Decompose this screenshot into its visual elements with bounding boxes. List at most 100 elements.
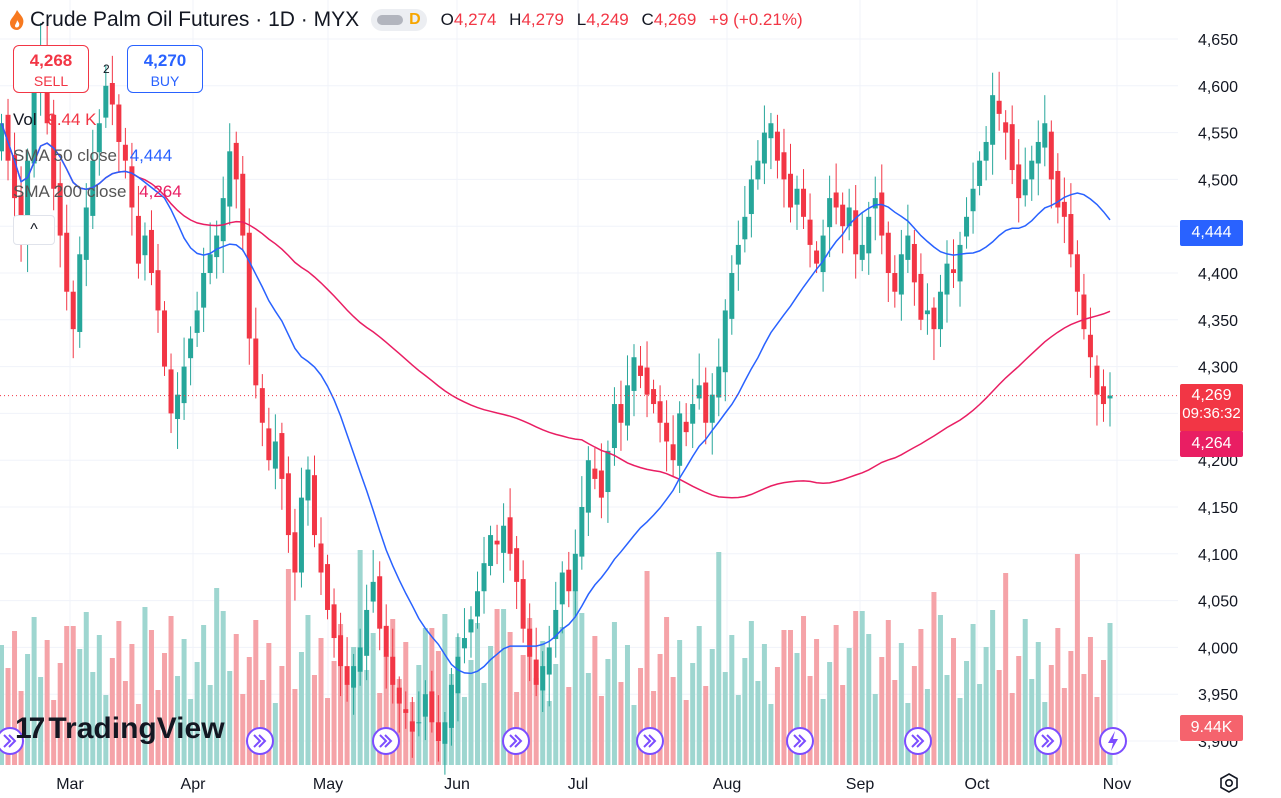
candle-body [631,357,637,391]
sma200-label: SMA 200 close [13,182,127,201]
volume-bar [657,654,663,765]
volume-bar [1016,656,1022,765]
volume-bar [1081,674,1087,765]
candle-body [996,100,1002,114]
volume-bar [566,687,572,765]
volume-bar [475,623,481,765]
x-tick-label: Nov [1103,776,1131,793]
candle-body [703,382,709,423]
event-arrow-icon [904,727,932,755]
volume-bar [1068,651,1074,765]
volume-bar [1035,642,1041,765]
candle-body [546,647,552,675]
volume-bar [761,644,767,765]
event-marker-arrow [643,734,657,748]
sell-price: 4,268 [29,51,73,70]
candle-body [748,179,754,215]
volume-bar [840,685,846,765]
volume-bar [722,672,728,765]
candle-body [501,525,507,553]
volume-bar [488,646,494,765]
candle-body [285,473,291,536]
chart-header: Crude Palm Oil Futures · 1D · MYX D O4,2… [8,6,811,34]
candle-body [905,235,911,260]
volume-bar [748,621,754,765]
candle-body [181,366,187,404]
volume-bar [83,612,89,765]
volume-bar [90,672,96,765]
delay-flag: D [409,11,421,28]
candle-body [801,188,807,217]
volume-bar [331,661,337,765]
candle-body [716,366,722,398]
sell-button[interactable]: 4,268 SELL [13,45,89,93]
candle-body [1087,334,1093,358]
candle-body [383,625,389,657]
y-tick-label: 4,400 [1198,266,1238,283]
volume-bar [122,681,128,765]
candle-body [1100,386,1106,405]
volume-bar [240,694,246,765]
symbol-title[interactable]: Crude Palm Oil Futures · 1D · MYX [30,8,360,31]
candle-body [77,254,83,332]
volume-legend[interactable]: Vol 9.44 K [13,110,97,130]
volume-bar [696,626,702,765]
candle-body [598,470,604,498]
candle-body [957,244,963,282]
event-arrow-icon [246,727,274,755]
candle-body [1107,395,1113,399]
volume-bar [820,699,826,765]
volume-bar [983,647,989,765]
market-status-pill[interactable]: D [371,9,427,31]
candle-body [533,659,539,685]
volume-bar [794,653,800,765]
candle-body [155,270,161,311]
volume-bar [31,617,37,765]
candle-body [416,722,422,724]
volume-bar [181,639,187,765]
volume-bar [709,649,715,765]
volume-bar [370,633,376,765]
volume-bar [618,682,624,765]
volume-bar [1087,637,1093,765]
candle-body [670,444,676,461]
y-tick-label: 4,100 [1198,547,1238,564]
candle-body [892,273,898,292]
tradingview-logo[interactable]: 17 TradingView [15,712,225,746]
candle-body [514,548,520,582]
sma50-line [0,122,1111,675]
settings-icon[interactable] [1218,772,1240,794]
candle-body [25,160,31,245]
candle-body [188,338,194,359]
volume-bar [116,621,122,765]
candles [0,23,1113,775]
volume-bar [957,698,963,765]
candle-body [468,619,474,633]
candle-body [201,273,207,308]
x-tick-label: Oct [965,776,990,793]
event-marker-arrow [253,734,267,748]
candle-body [879,192,885,236]
volume-bar [911,666,917,765]
candle-body [175,394,181,420]
y-tick-label: 4,200 [1198,453,1238,470]
collapse-legend-button[interactable]: ^ [13,215,55,245]
candle-body [618,404,624,423]
candle-body [592,468,598,479]
event-marker-ring [0,727,24,755]
volume-bar [344,684,350,765]
candle-body [442,722,448,744]
sma200-legend[interactable]: SMA 200 close 4,264 [13,182,182,202]
volume-bar [494,609,500,765]
volume-bar [311,675,317,765]
sma50-legend[interactable]: SMA 50 close 4,444 [13,146,172,166]
candle-body [31,85,37,164]
ohlc-close-key: C [641,10,654,29]
candle-body [885,232,891,273]
candle-body [370,581,376,602]
volume-bar [259,680,265,765]
bar-countdown: 09:36:32 [1182,405,1241,422]
buy-button[interactable]: 4,270 BUY [127,45,203,93]
volume-bar [220,611,226,765]
